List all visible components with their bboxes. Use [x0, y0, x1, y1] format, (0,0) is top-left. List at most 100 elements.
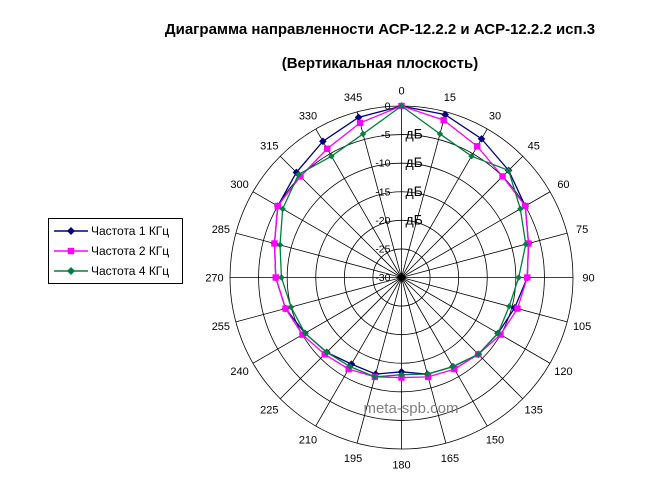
watermark: meta-spb.com [363, 400, 458, 417]
data-point-marker [424, 373, 432, 381]
grid-spoke [252, 277, 402, 364]
data-point-marker [522, 202, 529, 210]
grid-spoke [401, 277, 447, 444]
data-point-marker [398, 371, 405, 378]
data-point-marker [522, 241, 529, 248]
legend: Частота 1 КГц Частота 2 КГц Частота 4 КГ… [48, 218, 183, 284]
data-point-marker [505, 167, 512, 174]
polar-chart-layer: 0 15 30 45 60 75 90 105 120 135 150 165 180 195 210 225… [205, 86, 594, 472]
chart-title-line2: (Вертикальная плоскость) [281, 55, 479, 72]
angle-tick-label: 315 [260, 140, 278, 152]
angle-tick-label: 135 [525, 405, 543, 417]
data-point-marker [272, 274, 279, 281]
legend-item-freq-4khz: Частота 4 КГц [54, 264, 182, 278]
grid-spoke [401, 277, 524, 400]
data-point-marker [299, 331, 306, 338]
data-point-marker [499, 173, 506, 180]
data-point-marker [424, 370, 431, 378]
data-point-marker [524, 274, 531, 281]
data-point-marker [287, 303, 295, 311]
polar-center-dot [397, 273, 406, 282]
data-point-marker [274, 202, 281, 210]
grid-spoke [401, 277, 551, 364]
data-point-marker [441, 110, 449, 119]
angle-tick-label: 0 [398, 86, 404, 98]
data-point-marker [271, 240, 278, 247]
data-point-marker [276, 241, 284, 249]
radial-tick-label: 0 [385, 101, 391, 113]
data-point-marker [279, 205, 286, 213]
angle-tick-label: 210 [299, 434, 317, 446]
data-point-marker [356, 119, 364, 127]
angle-tick-label: 60 [557, 179, 569, 191]
data-point-marker [494, 330, 502, 337]
radial-unit-label: дБ [406, 183, 423, 199]
legend-sample-marker [67, 247, 75, 255]
legend-label-freq-2khz: Частота 2 КГц [91, 244, 170, 258]
data-point-marker [295, 171, 302, 178]
data-point-marker [477, 135, 486, 143]
data-point-marker [515, 274, 522, 281]
angle-tick-label: 225 [260, 405, 278, 417]
data-point-marker [323, 349, 330, 356]
data-point-marker [297, 173, 304, 180]
angle-tick-label: 195 [344, 453, 362, 465]
radial-tick-label: -5 [381, 129, 390, 141]
data-point-marker [451, 365, 458, 373]
data-point-marker [398, 102, 405, 110]
legend-sample-freq-2khz-icon [54, 247, 88, 255]
grid-spoke [315, 128, 402, 278]
data-point-marker [278, 274, 285, 281]
data-point-marker [474, 143, 481, 150]
angle-tick-label: 150 [486, 434, 504, 446]
data-point-marker [505, 303, 513, 310]
angle-tick-label: 285 [212, 224, 230, 236]
grid-spoke [235, 232, 402, 278]
radial-unit-label: дБ [406, 154, 423, 170]
legend-item-freq-1khz: Частота 1 КГц [54, 224, 182, 238]
data-point-marker [440, 116, 447, 124]
data-point-marker [319, 137, 327, 146]
radial-unit-label: дБ [406, 126, 423, 142]
data-point-marker [323, 145, 331, 152]
radial-tick-label: -10 [375, 158, 390, 170]
radial-tick-label: -30 [375, 272, 390, 284]
grid-spoke [401, 128, 488, 278]
angle-tick-label: 30 [489, 111, 501, 123]
radial-tick-label: -15 [375, 186, 390, 198]
angle-tick-label: 240 [230, 366, 248, 378]
angle-tick-label: 300 [230, 179, 248, 191]
legend-sample-freq-4khz-icon [54, 267, 88, 275]
grid-spoke [315, 277, 402, 427]
chart-title-line1: Диаграмма направленности АСР-12.2.2 и АС… [164, 21, 596, 38]
legend-sample-marker [67, 267, 75, 275]
chart-title: Диаграмма направленности АСР-12.2.2 и АС… [115, 22, 645, 71]
radial-unit-label: дБ [406, 211, 423, 227]
angle-tick-label: 90 [582, 273, 594, 285]
angle-tick-label: 255 [212, 321, 230, 333]
grid-spoke [356, 277, 402, 444]
legend-label-freq-4khz: Частота 4 КГц [91, 264, 170, 278]
angle-tick-label: 165 [441, 453, 459, 465]
data-point-marker [354, 113, 363, 122]
angle-tick-label: 345 [344, 92, 362, 104]
data-point-marker [371, 373, 379, 381]
radial-tick-label: -25 [375, 243, 390, 255]
grid-spoke [401, 111, 447, 278]
legend-item-freq-2khz: Частота 2 КГц [54, 244, 182, 258]
data-point-marker [328, 153, 335, 160]
data-point-marker [468, 153, 475, 160]
data-point-marker [359, 130, 367, 138]
data-point-marker [345, 365, 352, 373]
grid-spoke [235, 277, 402, 323]
angle-tick-label: 45 [528, 140, 540, 152]
data-point-marker [346, 363, 354, 370]
angle-tick-label: 330 [299, 111, 317, 123]
legend-label-freq-1khz: Частота 1 КГц [91, 224, 170, 238]
data-point-marker [282, 305, 289, 312]
grid-spoke [356, 111, 402, 278]
data-point-marker [449, 363, 457, 370]
grid-spoke [401, 277, 488, 427]
